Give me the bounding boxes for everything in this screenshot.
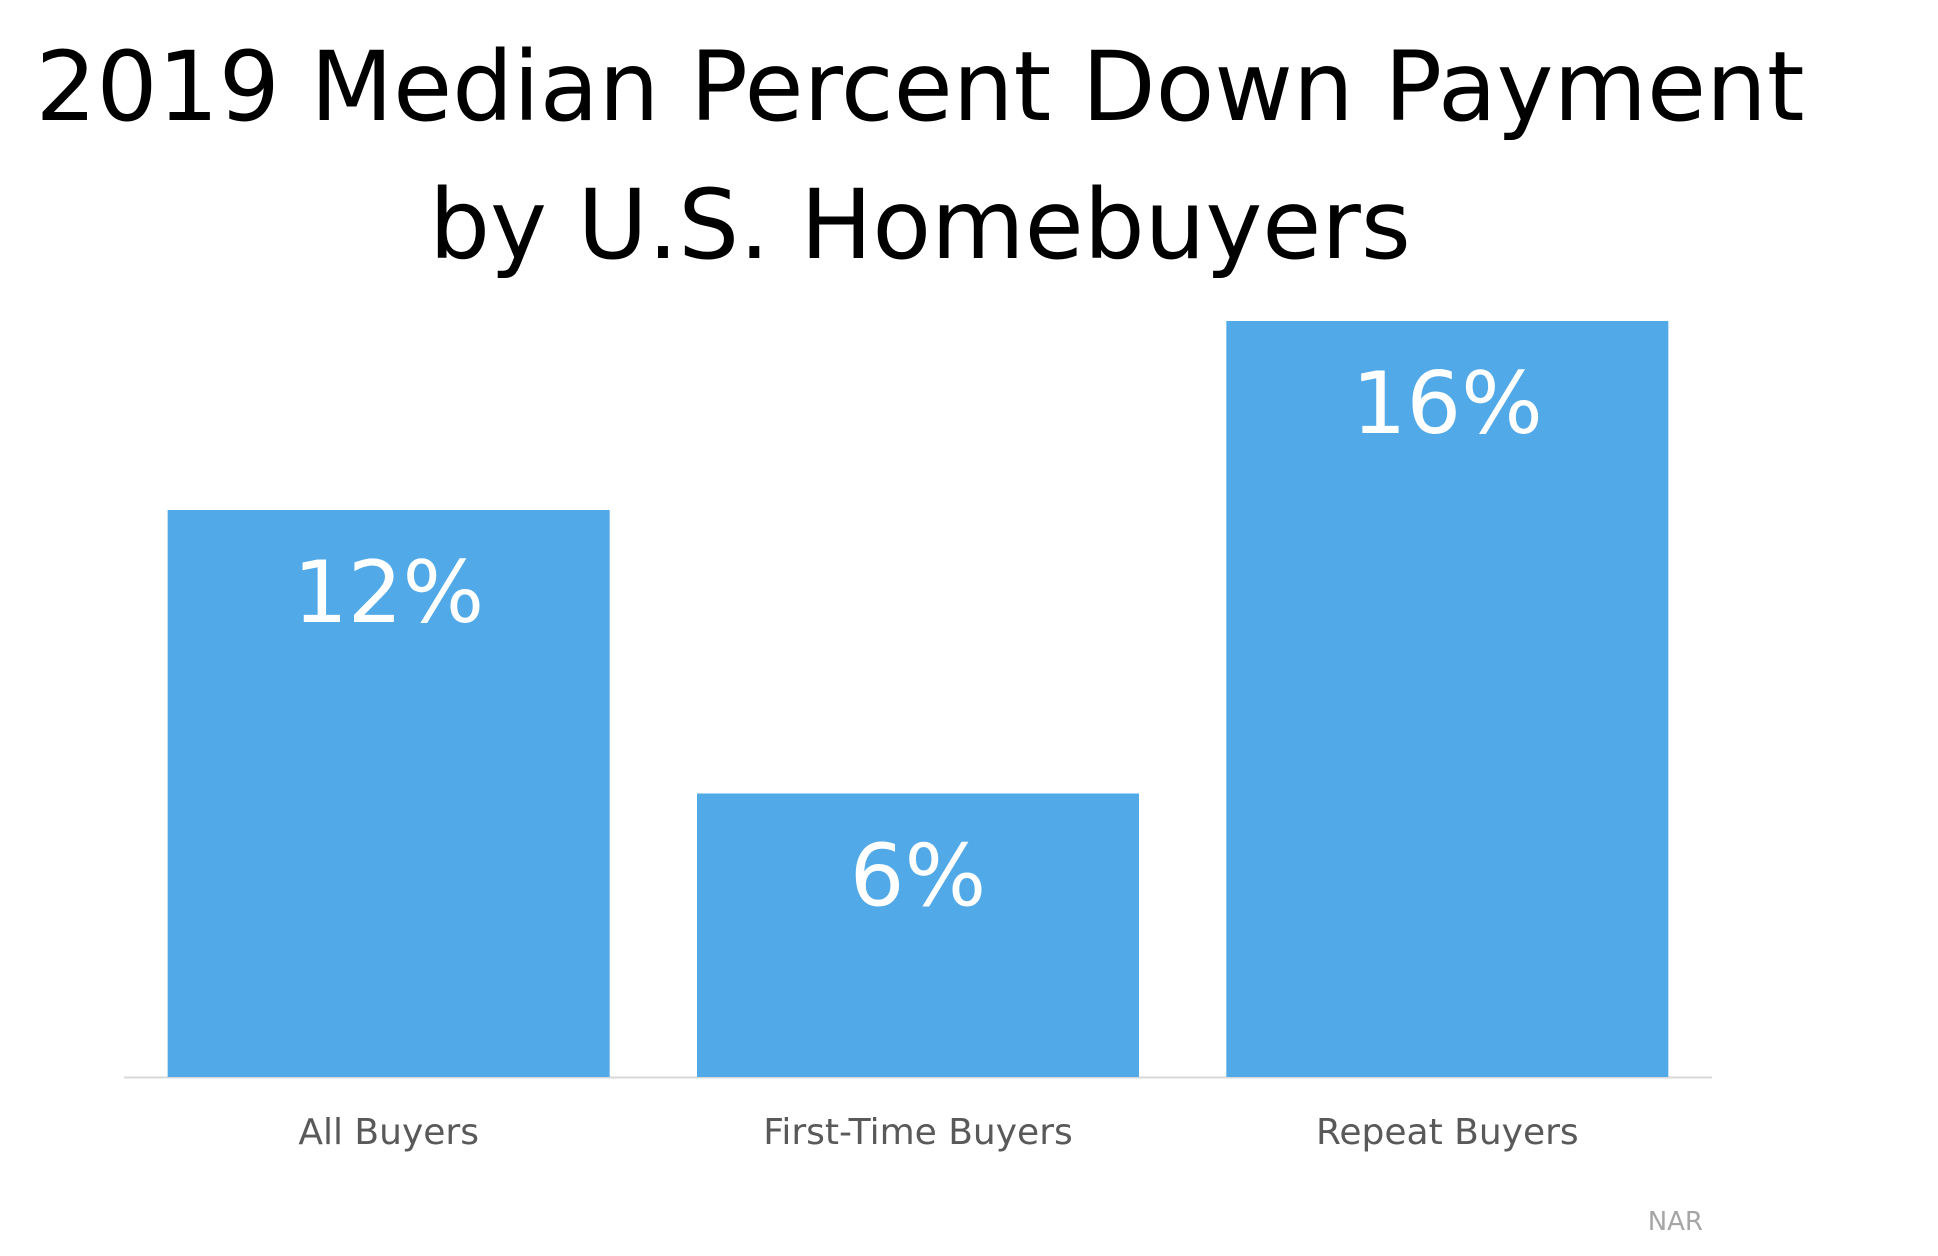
- data-label: 6%: [850, 827, 986, 927]
- bar-first-time-buyers: [697, 793, 1139, 1077]
- chart-title-line-2: by U.S. Homebuyers: [429, 169, 1411, 281]
- data-label: 12%: [293, 543, 484, 643]
- category-label: First-Time Buyers: [763, 1112, 1073, 1153]
- data-label: 16%: [1352, 354, 1543, 454]
- chart-title: 2019 Median Percent Down Payment by U.S.…: [0, 18, 1840, 294]
- chart-title-line-1: 2019 Median Percent Down Payment: [35, 31, 1805, 143]
- bar-all-buyers: [167, 510, 610, 1077]
- category-label: All Buyers: [298, 1112, 479, 1153]
- category-label: Repeat Buyers: [1316, 1112, 1579, 1153]
- source-label: NAR: [1647, 1207, 1703, 1237]
- bar-repeat-buyers: [1226, 321, 1669, 1077]
